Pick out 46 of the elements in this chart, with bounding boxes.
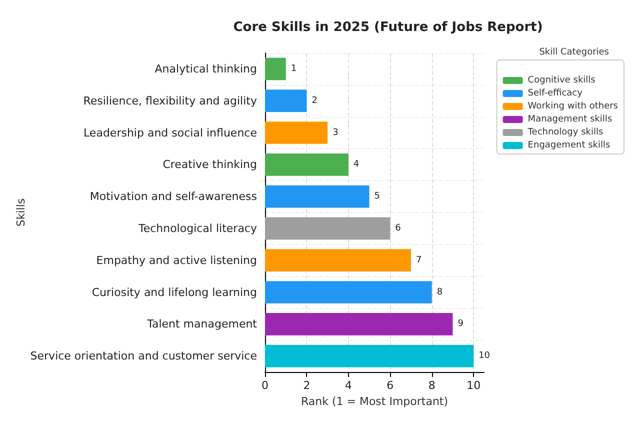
x-tick-label: 8 — [428, 379, 436, 392]
data-label: 8 — [436, 287, 443, 298]
bar — [265, 122, 328, 144]
x-tick-label: 2 — [303, 379, 310, 392]
data-label: 3 — [332, 128, 338, 138]
legend-label: Self-efficacy — [528, 88, 584, 98]
legend-label: Cognitive skills — [528, 76, 596, 86]
y-tick-label: Service orientation and customer service — [30, 350, 258, 363]
data-label: 10 — [478, 351, 490, 362]
data-label: 9 — [458, 319, 464, 330]
data-label: 7 — [416, 255, 422, 266]
legend-label: Engagement skills — [528, 140, 610, 150]
data-label: 4 — [353, 160, 360, 170]
x-tick-label: 4 — [344, 379, 352, 392]
y-tick-label: Talent management — [146, 318, 258, 331]
legend-title: Skill Categories — [539, 48, 610, 58]
y-tick-label: Resilience, flexibility and agility — [83, 94, 258, 108]
y-tick-label: Creative thinking — [162, 158, 257, 172]
legend-label: Technology skills — [526, 128, 604, 138]
bar — [265, 217, 390, 240]
bar — [265, 249, 411, 272]
data-label: 5 — [374, 192, 380, 202]
y-tick-label: Leadership and social influence — [84, 126, 258, 140]
legend-label: Working with others — [528, 102, 618, 112]
y-tick-label: Analytical thinking — [154, 62, 257, 76]
legend-label: Management skills — [528, 114, 612, 124]
y-tick-label: Motivation and self-awareness — [90, 190, 258, 204]
x-tick-label: 10 — [466, 379, 481, 392]
x-axis-title: Rank (1 = Most Important) — [300, 394, 448, 408]
y-tick-label: Curiosity and lifelong learning — [92, 286, 257, 299]
data-label: 6 — [395, 223, 402, 234]
y-tick-label: Empathy and active listening — [96, 254, 257, 267]
x-tick-label: 6 — [386, 379, 394, 392]
bar — [265, 58, 286, 80]
bar — [265, 312, 453, 336]
data-label: 1 — [290, 64, 297, 74]
x-tick-label: 0 — [262, 379, 268, 392]
bar — [265, 90, 307, 112]
y-axis-title: Skills — [14, 198, 28, 227]
y-tick-label: Technological literacy — [137, 222, 258, 235]
data-label: 2 — [312, 96, 318, 106]
bar — [265, 185, 370, 208]
bar — [265, 153, 348, 176]
bar — [265, 344, 474, 368]
chart-title: Core Skills in 2025 (Future of Jobs Report) — [233, 20, 543, 35]
bar — [265, 281, 432, 304]
